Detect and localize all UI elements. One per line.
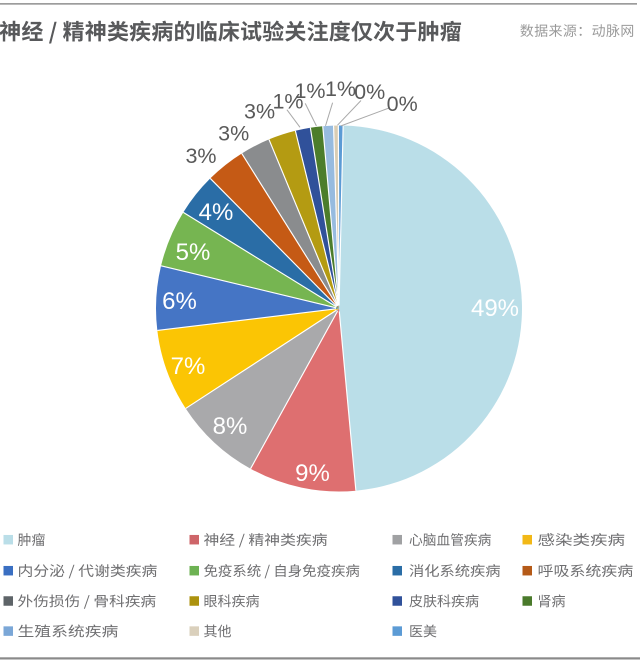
svg-text:3%: 3% (244, 99, 275, 123)
svg-text:5%: 5% (176, 239, 211, 266)
svg-text:1%: 1% (325, 77, 356, 101)
svg-text:0%: 0% (354, 80, 385, 104)
svg-text:9%: 9% (295, 460, 330, 487)
svg-text:1%: 1% (294, 79, 325, 103)
svg-text:4%: 4% (199, 199, 234, 226)
svg-text:1%: 1% (272, 89, 303, 113)
svg-text:0%: 0% (387, 92, 418, 116)
svg-text:7%: 7% (171, 353, 206, 380)
svg-text:3%: 3% (185, 144, 216, 168)
svg-text:6%: 6% (162, 288, 197, 315)
svg-text:3%: 3% (218, 121, 249, 145)
svg-text:8%: 8% (213, 413, 248, 440)
svg-text:49%: 49% (471, 295, 519, 322)
